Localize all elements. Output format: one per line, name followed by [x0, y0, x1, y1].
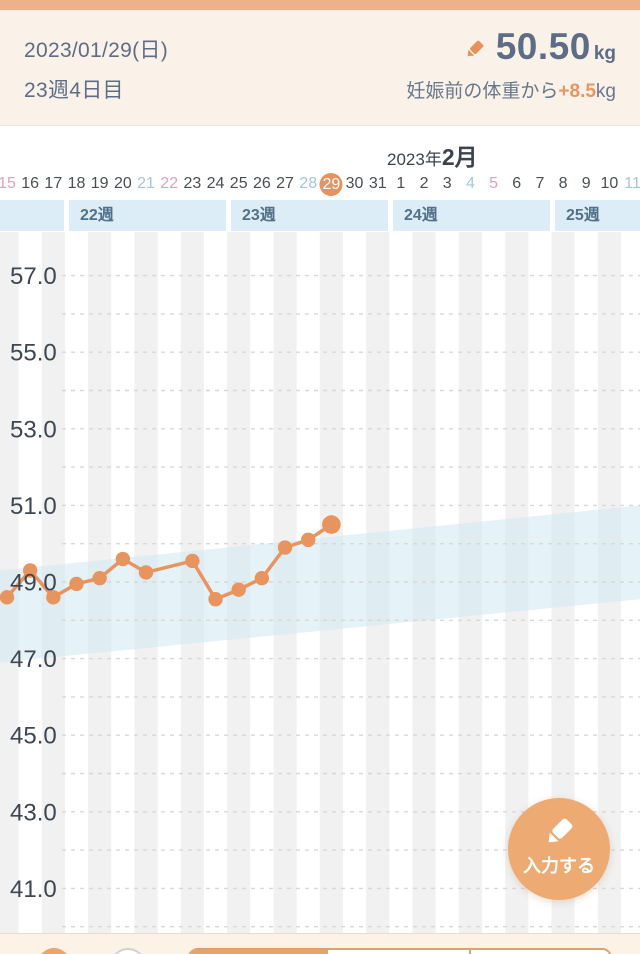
data-point[interactable] — [254, 570, 270, 586]
week-band-label: 22週 — [80, 207, 114, 224]
date-cell[interactable]: 6 — [512, 175, 522, 192]
pregnancy-week: 23週4日目 — [24, 79, 124, 102]
delta-value: +8.5 — [558, 81, 596, 102]
week-band: 22週 — [69, 200, 226, 231]
date-cell[interactable]: 26 — [252, 175, 271, 192]
date-cell[interactable]: 18 — [67, 175, 86, 192]
date-cell[interactable]: 9 — [581, 175, 591, 192]
bottom-toolbar — [0, 933, 640, 954]
segment-1-active[interactable] — [190, 950, 328, 954]
week-band: 24週 — [393, 200, 550, 231]
date-cell[interactable]: 25 — [229, 175, 248, 192]
data-point[interactable] — [138, 565, 154, 580]
weight-unit: kg — [593, 43, 616, 64]
date-cell[interactable]: 7 — [535, 175, 545, 192]
data-point[interactable] — [0, 590, 15, 605]
date-axis[interactable]: 15 16 17 18 19 20 21 22 23 24 25 26 27 28 29 30 31 1 2 3 4 5 6… — [0, 170, 640, 198]
date-cell[interactable]: 21 — [137, 175, 155, 192]
data-point[interactable] — [185, 553, 200, 569]
segmented-control — [188, 948, 612, 954]
date-cell[interactable]: 15 — [0, 175, 16, 192]
week-band-label: 25週 — [566, 207, 600, 224]
y-axis-label: 43.0 — [10, 799, 57, 826]
date-cell[interactable]: 8 — [558, 175, 568, 192]
y-axis-label: 47.0 — [10, 646, 57, 673]
data-point[interactable] — [22, 563, 38, 578]
chart-month-title: 2023年2月 — [387, 138, 478, 172]
date-cell[interactable]: 3 — [442, 175, 452, 192]
date-cell[interactable]: 23 — [183, 175, 202, 192]
date-cell[interactable]: 2 — [419, 175, 429, 192]
week-band-label: 24週 — [404, 207, 438, 224]
recommended-range-band — [0, 505, 640, 663]
weight-chart[interactable]: 57.0 55.0 53.0 51.0 49.0 47.0 45.0 43.0 41.0 — [0, 232, 640, 933]
date-cell[interactable]: 11 — [624, 175, 640, 192]
status-bar-strip — [0, 0, 640, 10]
date-selected[interactable]: 29 — [319, 172, 343, 196]
data-point[interactable] — [115, 551, 131, 567]
delta-unit: kg — [595, 81, 616, 102]
title-month: 2月 — [441, 144, 478, 170]
y-axis-label: 53.0 — [10, 416, 57, 443]
date-cell[interactable]: 24 — [206, 175, 225, 192]
data-point[interactable] — [208, 592, 223, 607]
y-axis-label: 45.0 — [10, 723, 57, 750]
date-cell[interactable]: 4 — [465, 175, 475, 192]
weight-value: 50.50 — [495, 26, 591, 67]
date-cell[interactable]: 19 — [90, 175, 109, 192]
week-band: 23週 — [231, 200, 388, 231]
current-date: 2023/01/29(日) — [24, 39, 168, 62]
date-cell[interactable]: 27 — [276, 175, 294, 192]
date-cell[interactable]: 30 — [345, 175, 364, 192]
y-axis-label: 57.0 — [10, 263, 57, 290]
y-axis-label: 55.0 — [10, 340, 57, 367]
date-cell[interactable]: 16 — [21, 175, 40, 192]
segment-2[interactable] — [328, 950, 469, 954]
delta-label: 妊娠前の体重から — [406, 81, 559, 102]
data-point[interactable] — [46, 590, 61, 605]
date-cell[interactable]: 17 — [44, 175, 63, 192]
pencil-icon — [548, 818, 573, 843]
date-cell[interactable]: 10 — [600, 175, 619, 192]
bottom-round-button-2[interactable] — [110, 948, 146, 954]
week-band: 25週 — [555, 200, 640, 231]
y-axis-label: 49.0 — [10, 570, 57, 597]
weight-delta: 妊娠前の体重から+8.5kg — [406, 76, 616, 103]
data-point[interactable] — [92, 570, 107, 586]
bottom-round-button-1[interactable] — [38, 948, 70, 954]
current-weight[interactable]: 50.50 kg — [462, 26, 616, 68]
week-band-row: 22週 23週 24週 25週 — [0, 200, 640, 231]
date-cell[interactable]: 22 — [160, 175, 179, 192]
week-band-label: 23週 — [242, 207, 276, 224]
data-point[interactable] — [277, 540, 293, 555]
data-point[interactable] — [231, 582, 246, 597]
date-cell[interactable]: 1 — [396, 175, 406, 192]
segment-3[interactable] — [469, 950, 610, 954]
date-cell[interactable]: 31 — [368, 175, 387, 192]
y-axis-label: 51.0 — [10, 493, 57, 520]
summary-header: 2023/01/29(日) 23週4日目 50.50 kg 妊娠前の体重から+8… — [0, 10, 640, 126]
data-point-selected[interactable] — [322, 515, 341, 534]
date-cell[interactable]: 5 — [489, 175, 499, 192]
date-cell[interactable]: 28 — [299, 175, 318, 192]
date-cell[interactable]: 20 — [113, 175, 132, 192]
weight-chart-svg[interactable]: 57.0 55.0 53.0 51.0 49.0 47.0 45.0 43.0 41.0 — [0, 232, 640, 933]
week-band — [0, 200, 64, 231]
data-point[interactable] — [301, 532, 316, 548]
data-point[interactable] — [69, 576, 84, 592]
fab-label: 入力する — [523, 856, 595, 876]
y-axis-label: 41.0 — [10, 876, 57, 903]
edit-pencil-icon[interactable] — [462, 37, 487, 62]
title-year: 2023年 — [387, 150, 442, 169]
enter-weight-fab[interactable]: 入力する — [508, 798, 610, 900]
